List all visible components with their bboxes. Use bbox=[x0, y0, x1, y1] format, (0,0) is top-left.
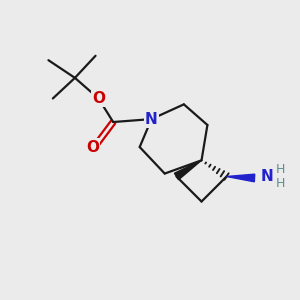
Polygon shape bbox=[174, 160, 202, 180]
Text: N: N bbox=[260, 169, 273, 184]
Polygon shape bbox=[226, 174, 255, 182]
Text: N: N bbox=[145, 112, 158, 127]
Text: O: O bbox=[86, 140, 99, 154]
Text: H: H bbox=[276, 163, 285, 176]
Text: H: H bbox=[276, 177, 285, 190]
Text: O: O bbox=[92, 91, 105, 106]
